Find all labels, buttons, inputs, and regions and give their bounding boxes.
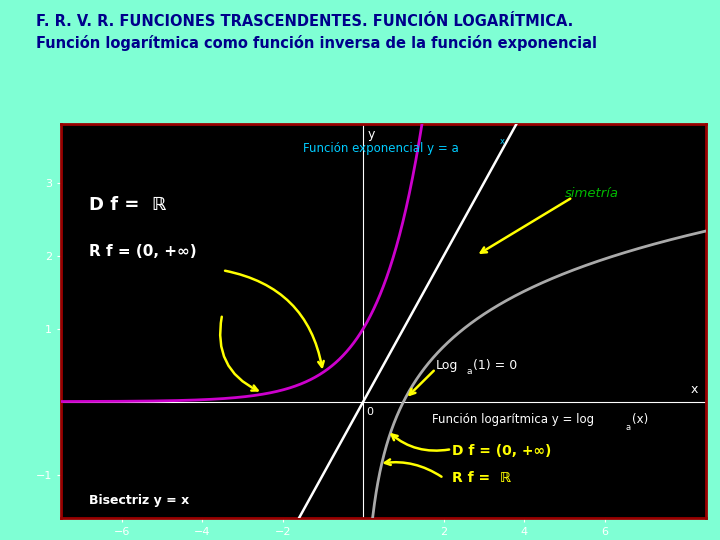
Text: D f =  ℝ: D f = ℝ bbox=[89, 195, 166, 213]
Text: Bisectriz y = x: Bisectriz y = x bbox=[89, 494, 189, 507]
Text: Función exponencial y = a: Función exponencial y = a bbox=[303, 143, 459, 156]
Text: y: y bbox=[368, 128, 375, 141]
Text: (x): (x) bbox=[632, 413, 649, 427]
Text: R f = (0, +∞): R f = (0, +∞) bbox=[89, 245, 197, 259]
Text: x: x bbox=[690, 383, 698, 396]
Text: F. R. V. R. FUNCIONES TRASCENDENTES. FUNCIÓN LOGARÍTMICA.: F. R. V. R. FUNCIONES TRASCENDENTES. FUN… bbox=[36, 14, 573, 29]
Text: Función logarítmica como función inversa de la función exponencial: Función logarítmica como función inversa… bbox=[36, 35, 597, 51]
Text: Función logarítmica y = log: Función logarítmica y = log bbox=[432, 413, 594, 427]
Text: a: a bbox=[467, 367, 472, 376]
Text: D f = (0, +∞): D f = (0, +∞) bbox=[452, 444, 552, 458]
Text: 0: 0 bbox=[366, 408, 374, 417]
Text: a: a bbox=[626, 423, 631, 431]
Text: simetría: simetría bbox=[564, 187, 618, 200]
Text: Log: Log bbox=[436, 359, 458, 372]
Text: (1) = 0: (1) = 0 bbox=[473, 359, 517, 372]
Text: R f =  ℝ: R f = ℝ bbox=[452, 471, 511, 485]
Text: x: x bbox=[500, 137, 505, 146]
